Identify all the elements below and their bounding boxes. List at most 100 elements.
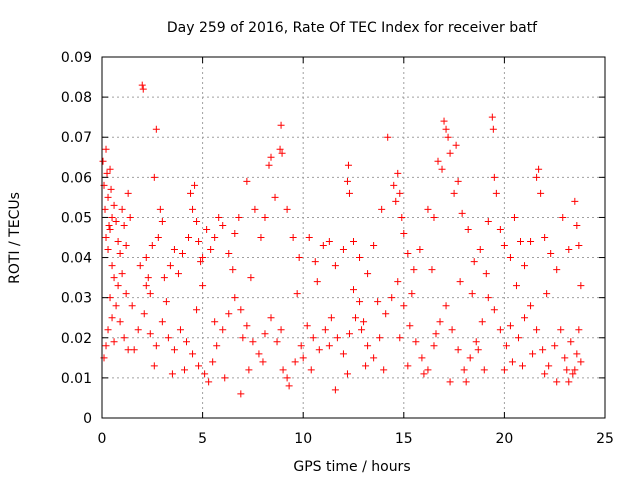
data-point bbox=[448, 326, 456, 334]
plot-frame bbox=[101, 56, 606, 419]
data-point bbox=[394, 278, 402, 286]
data-point bbox=[502, 342, 510, 350]
data-point bbox=[114, 282, 122, 290]
data-point bbox=[207, 246, 215, 254]
data-point bbox=[484, 217, 492, 225]
data-point bbox=[364, 270, 372, 278]
data-point bbox=[106, 225, 114, 233]
data-point bbox=[128, 302, 136, 310]
x-axis-ticks: 0 5 10 15 20 25 bbox=[98, 57, 614, 447]
data-point bbox=[406, 322, 414, 330]
data-point bbox=[299, 354, 307, 362]
data-point bbox=[430, 342, 438, 350]
data-point bbox=[107, 185, 115, 193]
data-point bbox=[333, 334, 341, 342]
data-point bbox=[428, 266, 436, 274]
data-point bbox=[158, 217, 166, 225]
data-point bbox=[247, 274, 255, 282]
data-point bbox=[521, 314, 529, 322]
data-point bbox=[541, 234, 549, 241]
data-point bbox=[496, 326, 504, 334]
data-point bbox=[148, 242, 156, 250]
data-point bbox=[527, 302, 535, 310]
data-point bbox=[573, 221, 581, 229]
data-point bbox=[506, 322, 514, 330]
data-point bbox=[170, 346, 178, 354]
data-point bbox=[563, 366, 571, 374]
data-point bbox=[370, 354, 378, 362]
data-point bbox=[325, 342, 333, 350]
data-point bbox=[225, 250, 233, 258]
data-point bbox=[331, 386, 339, 394]
y-tick-label: 0.09 bbox=[61, 50, 92, 66]
data-point bbox=[136, 262, 144, 270]
data-point bbox=[112, 302, 120, 310]
data-point bbox=[388, 294, 396, 302]
data-point bbox=[557, 326, 565, 334]
data-point bbox=[565, 378, 573, 386]
data-point bbox=[311, 258, 319, 266]
data-point bbox=[343, 177, 351, 185]
data-point bbox=[116, 318, 124, 326]
data-point bbox=[508, 358, 516, 366]
data-point bbox=[99, 157, 107, 165]
data-point bbox=[472, 338, 480, 346]
data-point bbox=[446, 149, 454, 157]
data-point bbox=[394, 169, 402, 177]
data-point bbox=[102, 342, 110, 350]
data-point bbox=[104, 193, 112, 201]
data-point bbox=[295, 254, 303, 262]
data-point bbox=[106, 165, 114, 173]
data-point bbox=[565, 246, 573, 254]
data-point bbox=[400, 229, 408, 237]
data-point bbox=[261, 213, 269, 221]
data-point bbox=[496, 225, 504, 233]
data-point bbox=[400, 302, 408, 310]
data-point bbox=[478, 318, 486, 326]
data-point bbox=[474, 346, 482, 354]
data-point bbox=[307, 366, 315, 374]
data-point bbox=[174, 270, 182, 278]
data-point bbox=[237, 390, 245, 398]
data-point bbox=[384, 133, 392, 141]
data-point bbox=[331, 262, 339, 270]
chart-title: Day 259 of 2016, Rate Of TEC Index for r… bbox=[167, 20, 538, 36]
x-tick-label: 0 bbox=[98, 431, 107, 447]
data-point bbox=[183, 338, 191, 346]
data-point bbox=[229, 266, 237, 274]
y-tick-label: 0.06 bbox=[61, 170, 92, 186]
data-point bbox=[201, 370, 209, 378]
data-point bbox=[490, 306, 498, 314]
data-point bbox=[283, 205, 291, 213]
data-point bbox=[442, 302, 450, 310]
data-point bbox=[482, 270, 490, 278]
data-point bbox=[545, 362, 553, 370]
data-point bbox=[516, 238, 524, 246]
data-point bbox=[146, 290, 154, 298]
data-point bbox=[380, 366, 388, 374]
data-point bbox=[110, 201, 118, 209]
data-point bbox=[195, 238, 203, 246]
data-point bbox=[529, 350, 537, 358]
data-point bbox=[500, 242, 508, 250]
data-point bbox=[235, 213, 243, 221]
data-point bbox=[120, 221, 128, 229]
data-point bbox=[160, 274, 168, 282]
x-tick-label: 10 bbox=[294, 431, 312, 447]
data-point bbox=[352, 314, 360, 322]
data-point bbox=[158, 318, 166, 326]
data-point bbox=[273, 338, 281, 346]
data-point bbox=[146, 330, 154, 338]
data-point bbox=[396, 334, 404, 342]
x-tick-label: 15 bbox=[395, 431, 413, 447]
data-point bbox=[345, 330, 353, 338]
data-point bbox=[211, 234, 219, 241]
data-point bbox=[108, 213, 116, 221]
data-point bbox=[452, 141, 460, 149]
data-point bbox=[152, 125, 160, 133]
data-point bbox=[573, 350, 581, 358]
data-point bbox=[257, 234, 265, 241]
data-point bbox=[416, 246, 424, 254]
data-point bbox=[339, 350, 347, 358]
data-point bbox=[418, 354, 426, 362]
